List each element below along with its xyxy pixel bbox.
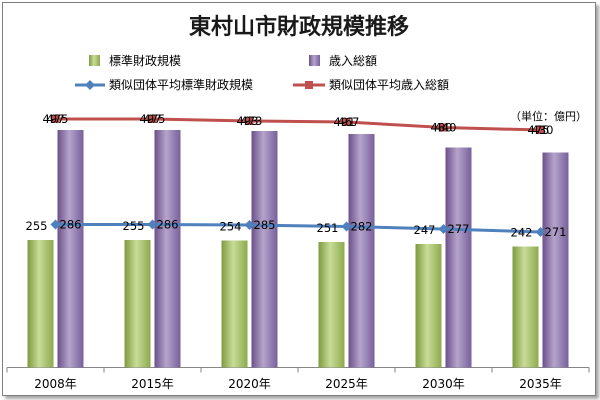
data-label-similar-standard: 286 <box>60 218 82 232</box>
marker-similar-standard <box>535 227 546 237</box>
x-axis-label: 2025年 <box>325 377 368 391</box>
bar-total-revenue <box>251 131 278 368</box>
data-label-standard-scale: 255 <box>123 219 145 233</box>
legend-label-similar-revenue: 類似団体平均歳入総額 <box>329 78 449 92</box>
x-axis-ticks <box>6 367 590 373</box>
data-label-similar-revenue: 480 <box>431 121 453 135</box>
data-label-similar-standard: 282 <box>351 220 373 234</box>
bar-total-revenue <box>57 130 84 368</box>
marker-similar-revenue <box>536 126 545 134</box>
x-axis-label: 2030年 <box>422 377 465 391</box>
legend: 標準財政規模 歳入総額 類似団体平均標準財政規模 類似団体平均歳入総額 <box>75 53 449 92</box>
marker-similar-revenue <box>148 115 157 123</box>
chart-title: 東村山市財政規模推移 <box>189 14 409 40</box>
marker-similar-revenue <box>439 123 448 132</box>
data-label-similar-revenue: 497 <box>43 112 65 126</box>
chart-frame: 東村山市財政規模推移 標準財政規模 歳入総額 類似団体平均標準財政規模 類似団体… <box>2 2 596 396</box>
x-axis-labels: 2008年 2015年 2020年 2025年 2030年 2035年 <box>34 377 562 391</box>
marker-similar-revenue <box>342 118 351 126</box>
bar-standard-scale <box>221 240 248 368</box>
line-similar-standard <box>55 223 541 234</box>
data-label-similar-revenue: 493 <box>237 114 259 128</box>
marker-similar-standard <box>147 219 158 230</box>
data-label-similar-standard: 286 <box>157 218 179 232</box>
legend-swatch-standard-scale <box>89 55 100 66</box>
bar-standard-scale <box>27 240 54 368</box>
data-label-similar-standard: 271 <box>545 225 567 239</box>
marker-similar-standard <box>438 224 449 234</box>
data-label-total-revenue: 475 <box>144 112 166 126</box>
data-label-similar-revenue: 491 <box>334 115 356 129</box>
marker-similar-standard <box>50 219 61 230</box>
data-label-similar-revenue: 475 <box>528 123 550 137</box>
x-axis-label: 2020年 <box>228 377 271 391</box>
data-label-standard-scale: 254 <box>220 220 242 234</box>
bar-total-revenue <box>445 147 472 368</box>
x-axis-label: 2008年 <box>34 377 77 391</box>
marker-similar-revenue <box>51 115 60 123</box>
bar-standard-scale <box>318 242 345 368</box>
marker-similar-standard <box>341 221 352 232</box>
chart-svg: 東村山市財政規模推移 標準財政規模 歳入総額 類似団体平均標準財政規模 類似団体… <box>6 14 590 391</box>
bar-total-revenue <box>348 134 375 368</box>
legend-marker-similar-revenue <box>305 81 313 89</box>
bar-standard-scale <box>512 246 539 368</box>
bar-standard-scale <box>415 244 442 368</box>
data-label-similar-revenue: 497 <box>140 112 162 126</box>
data-label-standard-scale: 242 <box>511 226 533 240</box>
line-similar-revenue <box>55 117 541 132</box>
legend-label-total-revenue: 歳入総額 <box>329 54 377 68</box>
data-label-standard-scale: 255 <box>26 219 48 233</box>
legend-swatch-total-revenue <box>309 55 320 66</box>
data-label-total-revenue: 475 <box>47 112 69 126</box>
legend-label-similar-standard: 類似団体平均標準財政規模 <box>109 77 253 92</box>
data-label-standard-scale: 251 <box>317 221 339 235</box>
bar-standard-scale <box>124 240 151 368</box>
legend-label-standard-scale: 標準財政規模 <box>109 53 181 68</box>
x-axis-label: 2015年 <box>131 377 174 391</box>
marker-similar-revenue <box>245 117 254 125</box>
data-label-total-revenue: 467 <box>338 115 360 129</box>
legend-marker-similar-standard <box>85 80 95 90</box>
bar-total-revenue <box>542 152 569 368</box>
data-label-total-revenue: 430 <box>532 123 554 137</box>
lines-layer <box>50 115 546 237</box>
data-label-total-revenue: 473 <box>241 114 263 128</box>
marker-similar-standard <box>244 220 255 230</box>
data-label-similar-standard: 277 <box>448 222 470 236</box>
x-axis-label: 2035年 <box>519 377 562 391</box>
bars-layer <box>27 130 569 368</box>
unit-note: （単位：億円） <box>510 109 587 123</box>
data-label-similar-standard: 285 <box>254 218 276 232</box>
data-label-standard-scale: 247 <box>414 223 436 237</box>
data-label-total-revenue: 440 <box>435 121 457 135</box>
bar-total-revenue <box>154 130 181 368</box>
